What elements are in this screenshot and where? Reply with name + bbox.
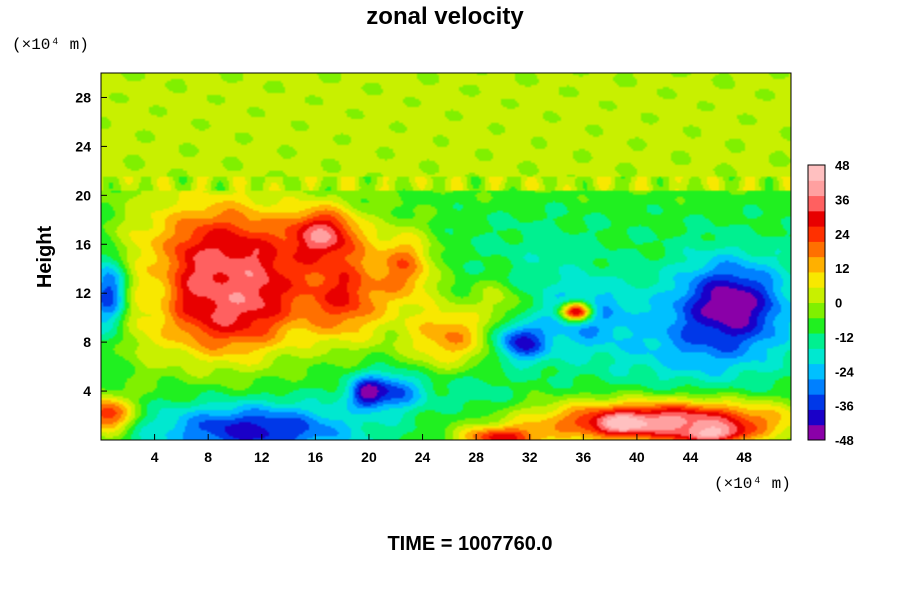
x-tick-label: 12: [254, 449, 270, 465]
y-axis-ticks: 4 8 12 16 20 24 28: [75, 89, 107, 399]
x-tick-label: 40: [629, 449, 645, 465]
y-tick-label: 20: [75, 187, 91, 203]
y-tick-label: 28: [75, 89, 91, 105]
y-tick-label: 24: [75, 138, 91, 154]
colorbar-swatch: [808, 348, 825, 365]
x-tick-label: 24: [415, 449, 431, 465]
x-tick-label: 16: [308, 449, 324, 465]
colorbar-swatch: [808, 180, 825, 197]
colorbar-tick-label: -36: [835, 399, 854, 414]
colorbar-swatch: [808, 409, 825, 426]
colorbar-tick-label: 48: [835, 158, 849, 173]
x-tick-label: 44: [683, 449, 699, 465]
heatmap-field: [101, 73, 791, 440]
y-axis-title: Height: [34, 226, 56, 289]
colorbar-swatch: [808, 195, 825, 212]
x-unit-label: (×10⁴ m): [714, 475, 791, 493]
x-tick-label: 36: [576, 449, 592, 465]
x-axis-ticks: 4 8 12 16 20 24 28 32 36 40 44 48: [151, 434, 752, 465]
y-tick-label: 4: [83, 383, 91, 399]
colorbar-swatch: [808, 302, 825, 319]
y-tick-label: 12: [75, 285, 91, 301]
colorbar-frame: [807, 164, 826, 441]
colorbar-swatch: [808, 226, 825, 242]
x-tick-label: 32: [522, 449, 538, 465]
colorbar-swatch: [808, 424, 825, 441]
colorbar-swatch: [808, 256, 825, 273]
x-tick-label: 20: [361, 449, 377, 465]
colorbar-swatch: [808, 210, 825, 227]
colorbar-tick-label: 36: [835, 192, 849, 207]
colorbar-tick-label: -48: [835, 433, 854, 448]
colorbar-tick-label: 24: [835, 227, 850, 242]
colorbar-swatch: [808, 241, 825, 258]
colorbar-tick-label: 12: [835, 261, 849, 276]
x-tick-label: 28: [468, 449, 484, 465]
chart-title: zonal velocity: [366, 3, 524, 30]
colorbar-tick-label: 0: [835, 296, 842, 311]
colorbar-swatch: [808, 271, 825, 288]
colorbar-swatch: [808, 287, 825, 303]
colorbar: [807, 164, 826, 441]
plot-frame: [100, 72, 792, 441]
colorbar-tick-label: -12: [835, 330, 854, 345]
x-tick-label: 48: [736, 449, 752, 465]
x-tick-label: 8: [204, 449, 212, 465]
y-unit-label: (×10⁴ m): [12, 36, 89, 54]
x-tick-label: 4: [151, 449, 159, 465]
y-tick-label: 8: [83, 334, 91, 350]
colorbar-swatch: [808, 333, 825, 349]
colorbar-ticks: 48 36 24 12 0 -12 -24 -36 -48: [835, 158, 855, 448]
y-tick-label: 16: [75, 236, 91, 252]
colorbar-tick-label: -24: [835, 364, 855, 379]
colorbar-swatch: [808, 317, 825, 334]
colorbar-swatch: [808, 165, 825, 181]
colorbar-swatch: [808, 394, 825, 410]
time-label: TIME = 1007760.0: [387, 533, 552, 555]
colorbar-swatch: [808, 363, 825, 380]
colorbar-swatch: [808, 378, 825, 395]
